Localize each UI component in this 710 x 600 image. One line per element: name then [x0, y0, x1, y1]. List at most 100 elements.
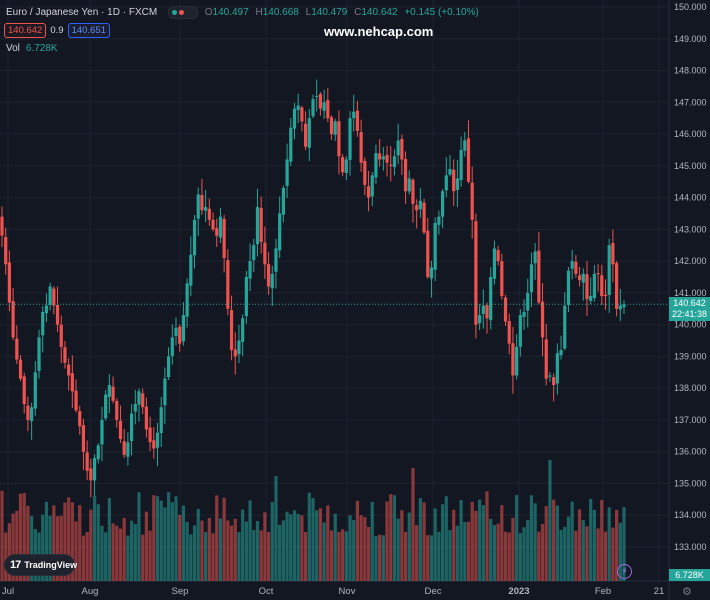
- sell-button[interactable]: 140.642: [4, 23, 47, 38]
- flash-icon[interactable]: ⚡: [617, 564, 632, 579]
- volume-bar: [607, 507, 611, 581]
- candle-body: [407, 178, 411, 192]
- candle-body: [315, 95, 319, 97]
- y-axis-tick-label: 145.000: [674, 161, 707, 171]
- volume-bar: [611, 527, 615, 581]
- volume-bar: [370, 501, 374, 581]
- volume-bar: [18, 493, 23, 581]
- candle-body: [589, 296, 593, 301]
- candle-body: [37, 337, 41, 371]
- volume-bar: [418, 498, 422, 581]
- volume-bar: [63, 502, 67, 581]
- candle-body: [403, 159, 408, 192]
- candle-body: [474, 221, 478, 325]
- volume-bar: [104, 532, 108, 581]
- volume-value: 6.728K: [25, 43, 58, 54]
- volume-bar: [241, 509, 245, 581]
- volume-bar: [218, 518, 223, 581]
- volume-bar: [392, 495, 397, 581]
- candle-body: [259, 207, 263, 243]
- candle-body: [426, 230, 430, 277]
- volume-bar: [344, 531, 348, 581]
- close-value: 140.642: [361, 7, 398, 19]
- volume-bar: [244, 521, 248, 581]
- volume-bar: [41, 514, 45, 581]
- volume-bar: [585, 526, 589, 581]
- candle-body: [459, 149, 463, 181]
- candle-body: [148, 427, 152, 443]
- candle-body: [115, 400, 119, 420]
- symbol-title[interactable]: Euro / Japanese Yen · 1D · FXCM: [6, 7, 158, 19]
- volume-bar: [581, 519, 585, 581]
- candle-body: [163, 378, 167, 406]
- candle-body: [415, 205, 419, 211]
- volume-bar: [85, 531, 89, 581]
- tradingview-logo[interactable]: 17 TradingView: [4, 554, 77, 576]
- candle-body: [11, 301, 15, 338]
- volume-bar: [366, 526, 371, 581]
- low-value: 140.479: [311, 7, 348, 19]
- candle-body: [311, 99, 315, 117]
- volume-bar: [566, 516, 571, 581]
- volume-bar: [433, 508, 437, 581]
- candle-body: [78, 411, 82, 427]
- y-axis-tick-label: 150.000: [674, 2, 707, 12]
- candle-body: [370, 175, 374, 197]
- volume-bar: [289, 514, 293, 581]
- volume-bar: [15, 510, 19, 581]
- candle-body: [563, 305, 567, 349]
- volume-bar: [192, 525, 197, 581]
- volume-bar: [374, 535, 378, 581]
- y-axis-tick-label: 140.000: [674, 320, 707, 330]
- last-price-value: 140.642: [673, 298, 706, 308]
- y-axis-tick-label: 138.000: [674, 383, 707, 393]
- candle-body: [0, 216, 4, 236]
- y-axis-tick-label: 148.000: [674, 66, 707, 76]
- volume-bar: [311, 498, 315, 581]
- volume-bar: [211, 533, 215, 581]
- candle-body: [170, 337, 174, 357]
- candle-body: [263, 242, 267, 265]
- tradingview-logo-icon: 17: [10, 559, 21, 571]
- buy-button[interactable]: 140.651: [67, 23, 110, 38]
- candle-body: [118, 420, 123, 439]
- candle-body: [174, 327, 178, 337]
- candle-body: [137, 391, 141, 405]
- candle-body: [515, 346, 519, 376]
- candle-body: [70, 373, 74, 392]
- candle-body: [15, 338, 19, 360]
- volume-bar: [118, 528, 123, 581]
- volume-bar: [152, 495, 156, 581]
- volume-bar: [544, 506, 548, 581]
- volume-bar: [400, 510, 404, 581]
- candle-body: [478, 315, 482, 324]
- volume-bar: [215, 495, 219, 581]
- volume-bar: [7, 523, 12, 581]
- volume-bar: [518, 533, 522, 581]
- volume-bar: [552, 499, 556, 581]
- volume-bar: [500, 505, 504, 581]
- volume-bar: [385, 501, 389, 581]
- candle-body: [333, 121, 337, 135]
- volume-bar: [470, 501, 474, 581]
- candle-body: [378, 153, 382, 160]
- volume-bar: [233, 518, 237, 581]
- volume-bar: [163, 507, 167, 581]
- volume-bar: [592, 509, 596, 581]
- bid-ask-row: 140.642 0.9 140.651: [4, 23, 110, 38]
- candle-body: [30, 407, 34, 421]
- volume-legend[interactable]: Vol 6.728K: [6, 43, 58, 54]
- candle-body: [500, 261, 504, 297]
- candle-body: [59, 324, 63, 347]
- market-status-icon[interactable]: [167, 6, 198, 19]
- candle-body: [144, 406, 148, 430]
- candle-body: [537, 250, 541, 303]
- candle-body: [255, 207, 260, 245]
- y-axis-tick-label: 143.000: [674, 224, 707, 234]
- candle-body: [289, 127, 293, 162]
- gear-icon[interactable]: ⚙: [682, 586, 692, 598]
- candle-body: [581, 273, 585, 283]
- candle-body: [252, 245, 256, 261]
- symbol-legend: Euro / Japanese Yen · 1D · FXCM O140.497…: [6, 6, 479, 19]
